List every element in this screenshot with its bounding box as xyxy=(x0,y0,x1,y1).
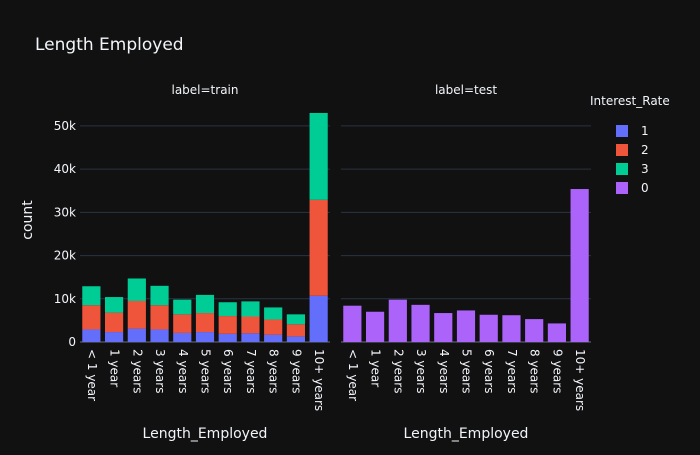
legend-label: 0 xyxy=(641,181,649,195)
y-tick-label: 10k xyxy=(54,292,76,306)
bar-0-2-1[interactable] xyxy=(127,300,146,329)
bar-0-5-1[interactable] xyxy=(195,313,215,333)
legend-item-1[interactable]: 1 xyxy=(616,124,649,138)
legend-label: 1 xyxy=(641,124,649,138)
legend-label: 3 xyxy=(641,162,649,176)
chart-title: Length Employed xyxy=(35,35,184,55)
bar-0-10-0[interactable] xyxy=(309,295,328,342)
bar-0-8-2[interactable] xyxy=(264,307,283,320)
bar-1-3-0[interactable] xyxy=(411,304,430,342)
bar-0-9-2[interactable] xyxy=(286,314,305,325)
bar-1-8-0[interactable] xyxy=(525,319,544,342)
x-tick-label: 5 years xyxy=(199,349,213,393)
bar-1-7-0[interactable] xyxy=(502,315,521,342)
bar-1-6-0[interactable] xyxy=(479,314,498,342)
bar-0-5-2[interactable] xyxy=(195,294,215,314)
x-tick-label: < 1 year xyxy=(346,349,360,401)
bar-0-2-2[interactable] xyxy=(127,278,146,301)
x-tick-label: < 1 year xyxy=(85,349,99,401)
x-tick-label: 7 years xyxy=(505,349,519,393)
legend-swatch xyxy=(616,163,628,175)
x-tick-label: 7 years xyxy=(244,349,258,393)
bar-0-0-1[interactable] xyxy=(82,305,101,330)
bar-0-10-2[interactable] xyxy=(309,112,328,200)
bar-0-6-2[interactable] xyxy=(218,302,237,317)
bar-0-5-0[interactable] xyxy=(195,332,215,342)
y-tick-label: 30k xyxy=(54,205,76,219)
bar-0-1-0[interactable] xyxy=(105,332,124,342)
bar-1-0-0[interactable] xyxy=(343,305,362,342)
y-tick-label: 50k xyxy=(54,119,76,133)
bar-0-8-1[interactable] xyxy=(264,319,283,335)
legend-title: Interest_Rate xyxy=(590,94,670,108)
y-tick-label: 20k xyxy=(54,249,76,263)
x-axis-title-train: Length_Employed xyxy=(143,426,268,442)
y-tick-label: 0 xyxy=(68,335,76,349)
x-tick-label: 6 years xyxy=(221,349,235,393)
x-tick-label: 10+ years xyxy=(312,349,326,411)
x-tick-label: 1 year xyxy=(369,349,383,387)
bar-0-1-1[interactable] xyxy=(105,312,124,333)
bar-0-3-0[interactable] xyxy=(150,329,169,342)
bar-0-0-0[interactable] xyxy=(82,329,101,342)
legend-swatch xyxy=(616,125,628,137)
bar-0-0-2[interactable] xyxy=(82,286,101,306)
bar-0-3-1[interactable] xyxy=(150,305,169,330)
x-tick-label: 9 years xyxy=(550,349,564,393)
bar-0-4-1[interactable] xyxy=(173,314,192,333)
x-tick-label: 1 year xyxy=(108,349,122,387)
bar-1-4-0[interactable] xyxy=(434,313,453,342)
bar-0-7-0[interactable] xyxy=(241,333,260,342)
bar-0-6-0[interactable] xyxy=(218,333,237,342)
legend[interactable]: 1 2 3 0 xyxy=(616,124,649,195)
bar-0-10-1[interactable] xyxy=(309,199,328,296)
x-tick-label: 5 years xyxy=(460,349,474,393)
panel-title-test: label=test xyxy=(435,83,497,97)
legend-label: 2 xyxy=(641,143,649,157)
legend-swatch xyxy=(616,144,628,156)
bar-1-1-0[interactable] xyxy=(366,311,385,342)
bar-1-10-0[interactable] xyxy=(570,189,589,342)
x-axis-title-test: Length_Employed xyxy=(404,426,529,442)
y-axis-title: count xyxy=(20,200,36,240)
x-tick-label: 4 years xyxy=(437,349,451,393)
x-tick-label: 3 years xyxy=(153,349,167,393)
y-tick-label: 40k xyxy=(54,162,76,176)
panel-title-train: label=train xyxy=(171,83,238,97)
legend-item-2[interactable]: 2 xyxy=(616,143,649,157)
x-tick-label: 2 years xyxy=(130,349,144,393)
bar-0-1-2[interactable] xyxy=(105,297,124,313)
bar-0-4-2[interactable] xyxy=(173,299,192,315)
legend-swatch xyxy=(616,182,628,194)
bar-1-9-0[interactable] xyxy=(547,323,566,342)
bar-0-8-0[interactable] xyxy=(264,334,283,342)
bar-0-7-1[interactable] xyxy=(241,316,260,334)
bar-0-2-0[interactable] xyxy=(127,328,146,342)
x-tick-label: 9 years xyxy=(289,349,303,393)
bars-layer xyxy=(82,112,589,342)
x-tick-label: 8 years xyxy=(267,349,281,393)
x-tick-label: 4 years xyxy=(176,349,190,393)
x-tick-label: 3 years xyxy=(414,349,428,393)
bar-0-4-0[interactable] xyxy=(173,332,192,342)
x-tick-label: 8 years xyxy=(528,349,542,393)
bar-0-9-0[interactable] xyxy=(286,336,305,342)
bar-0-9-1[interactable] xyxy=(286,324,305,337)
ticks-layer: 0 10k 20k 30k 40k 50k < 1 year 1 year 2 years 3 y… xyxy=(54,119,587,411)
bar-0-6-1[interactable] xyxy=(218,316,237,334)
bar-0-7-2[interactable] xyxy=(241,301,260,317)
bar-1-5-0[interactable] xyxy=(456,310,476,342)
x-tick-label: 2 years xyxy=(391,349,405,393)
legend-item-0[interactable]: 0 xyxy=(616,181,649,195)
legend-item-3[interactable]: 3 xyxy=(616,162,649,176)
x-tick-label: 6 years xyxy=(482,349,496,393)
x-tick-label: 10+ years xyxy=(573,349,587,411)
bar-0-3-2[interactable] xyxy=(150,285,169,306)
bar-1-2-0[interactable] xyxy=(388,299,407,342)
